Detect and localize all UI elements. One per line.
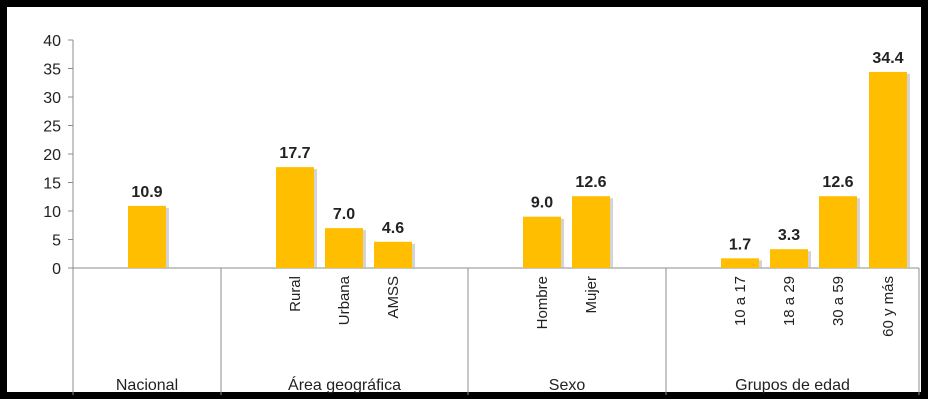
group-label: Área geográfica <box>288 375 401 394</box>
y-tick-label: 30 <box>43 90 61 107</box>
y-tick-label: 40 <box>43 33 61 50</box>
bar <box>721 258 759 268</box>
y-tick-label: 20 <box>43 147 61 164</box>
y-tick-label: 10 <box>43 204 61 221</box>
bar <box>523 216 561 268</box>
bar <box>374 241 412 268</box>
category-label: 10 a 17 <box>732 276 749 326</box>
data-label: 10.9 <box>131 184 162 201</box>
y-tick-label: 25 <box>43 119 61 136</box>
group-label: Grupos de edad <box>735 377 850 394</box>
y-tick-label: 15 <box>43 176 61 193</box>
bar-chart: 0 5 10 15 20 25 30 35 40 10.9 Nacional 17.7 Rural 7.0… <box>43 33 920 395</box>
data-label: 9.0 <box>531 195 553 212</box>
bar <box>869 71 907 268</box>
bar <box>572 196 610 268</box>
category-label: Hombre <box>534 276 551 329</box>
category-label: 30 a 59 <box>830 276 847 326</box>
bar <box>276 167 314 268</box>
bar <box>770 249 808 268</box>
data-label: 12.6 <box>822 174 853 191</box>
category-label: 60 y más <box>880 276 897 337</box>
bar <box>128 205 166 268</box>
bar <box>325 228 363 268</box>
category-label: AMSS <box>385 276 402 319</box>
y-tick-label: 5 <box>52 233 61 250</box>
category-label: Mujer <box>583 276 600 314</box>
bar <box>819 196 857 268</box>
data-label: 1.7 <box>729 236 751 253</box>
data-label: 4.6 <box>382 220 404 237</box>
category-label: Urbana <box>336 275 353 325</box>
data-label: 34.4 <box>872 50 903 67</box>
data-label: 17.7 <box>279 145 310 162</box>
group-label: Nacional <box>116 377 178 394</box>
data-label: 12.6 <box>575 174 606 191</box>
y-tick-label: 0 <box>52 261 61 278</box>
y-tick-label: 35 <box>43 62 61 79</box>
group-label: Sexo <box>549 377 586 394</box>
category-label: Rural <box>287 276 304 312</box>
category-label: 18 a 29 <box>781 276 798 326</box>
data-label: 7.0 <box>333 206 355 223</box>
data-label: 3.3 <box>778 227 800 244</box>
